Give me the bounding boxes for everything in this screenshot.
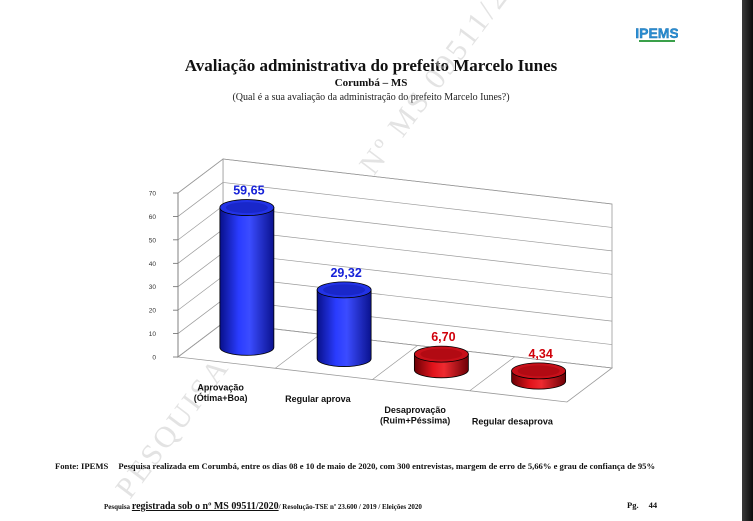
bar-1	[316, 281, 372, 367]
y-axis: 0 10 20 30 40 50 60 70	[149, 191, 179, 362]
y-tick-label: 0	[152, 355, 156, 362]
gridline-back	[222, 205, 613, 252]
page-number: Pg. 44	[627, 500, 657, 510]
category-label: (Ruim+Péssima)	[380, 416, 450, 426]
screen-edge	[742, 0, 753, 521]
chart-subtitle: Corumbá – MS	[334, 77, 408, 89]
category-label: Regular aprova	[285, 394, 352, 404]
survey-question: (Qual é a sua avaliação da administração…	[232, 92, 510, 103]
gridline-side	[177, 322, 224, 358]
gridline-back	[222, 182, 613, 228]
gridline-side	[177, 252, 224, 287]
gridline-back	[222, 158, 613, 205]
bar-top-shade	[323, 284, 366, 296]
bar-body	[219, 207, 275, 356]
bar-2	[413, 345, 469, 379]
category-labels: Aprovação(Ótima+Boa) Regular aprova Desapr…	[194, 383, 554, 427]
page-label: Pg.	[627, 500, 639, 510]
y-tick-label: 40	[149, 261, 157, 268]
bar-3	[511, 362, 567, 390]
gridline-side	[177, 182, 224, 217]
gridline-back	[222, 252, 613, 299]
value-labels: 59,65 29,32 6,70 4,34	[233, 184, 553, 361]
registration-suffix: / Resolução-TSE nº 23.600 / 2019 / Eleiç…	[278, 503, 422, 511]
chart-title: Avaliação administrativa do prefeito Mar…	[184, 56, 558, 75]
bar-top	[219, 199, 275, 216]
value-label: 59,65	[233, 184, 264, 198]
bar-top-shade	[420, 348, 463, 360]
value-label: 6,70	[431, 330, 455, 344]
gridline-back	[222, 228, 613, 275]
gridline-side	[177, 275, 224, 311]
y-tick-label: 60	[149, 214, 157, 221]
source-text: Pesquisa realizada em Corumbá, entre os …	[118, 461, 656, 471]
ipems-logo: IPEMS	[636, 22, 678, 44]
registration-prefix: Pesquisa	[104, 503, 131, 511]
bar-top-shade	[225, 202, 268, 214]
y-tick-label: 30	[149, 284, 157, 291]
gridline-back	[222, 275, 613, 322]
source-label: Fonte: IPEMS	[55, 461, 109, 471]
category-label: (Ótima+Boa)	[194, 392, 248, 403]
registration-number: registrada sob o nº MS 09511/2020	[131, 501, 279, 512]
footer-source: Fonte: IPEMS Pesquisa realizada em Corum…	[55, 461, 655, 471]
gridline-side	[177, 205, 224, 241]
y-tick-label: 50	[149, 237, 157, 244]
y-tick-label: 10	[149, 331, 157, 338]
floor-divider	[372, 345, 418, 380]
value-label: 29,32	[330, 266, 361, 280]
y-tick-label: 70	[149, 191, 157, 198]
gridline-side	[177, 158, 224, 194]
floor-divider	[469, 356, 515, 392]
floor-divider	[275, 333, 321, 369]
bar-top	[316, 281, 372, 299]
gridline-side	[177, 299, 224, 334]
logo-text: IPEMS	[636, 25, 678, 41]
chart-bars	[219, 199, 567, 390]
bar-0	[219, 199, 275, 356]
category-label: Aprovação	[197, 383, 244, 393]
bar-top	[511, 362, 567, 380]
page-value: 44	[648, 500, 658, 510]
y-tick-label: 20	[149, 308, 157, 315]
bar-top	[413, 345, 469, 363]
value-label: 4,34	[528, 347, 552, 361]
category-label: Desaprovação	[384, 405, 446, 415]
bar-body	[316, 289, 372, 367]
gridline-back	[222, 299, 613, 345]
bar-top-shade	[517, 365, 560, 377]
footer-registration: Pesquisa registrada sob o nº MS 09511/20…	[104, 501, 422, 512]
category-label: Regular desaprova	[472, 416, 554, 426]
gridline-side	[177, 229, 224, 264]
